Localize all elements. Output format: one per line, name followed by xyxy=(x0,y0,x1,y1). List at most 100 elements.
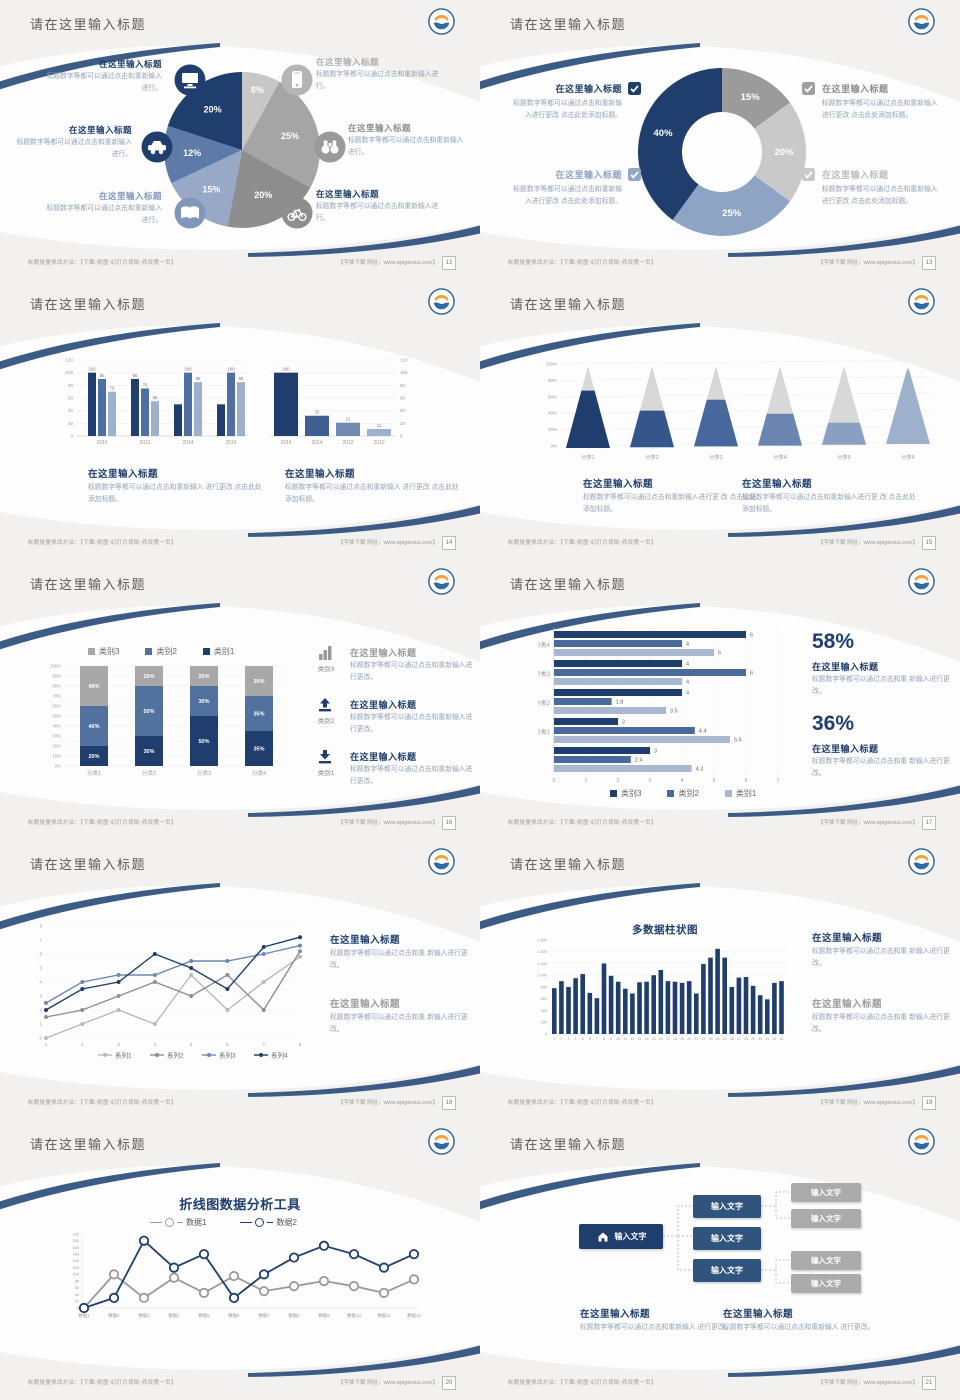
svg-text:100: 100 xyxy=(282,367,290,372)
block-body: 标题数字等都可以通过点击和重新输入进行更改 点击此处添加标题。 xyxy=(513,100,622,120)
block-title: 在这里输入标题 xyxy=(812,744,879,754)
checkbox-icon[interactable] xyxy=(628,82,641,95)
svg-text:20%: 20% xyxy=(204,105,222,115)
footer-note: 标题批量修改方法：【下载-视图-幻灯片母版-修改第一页】 xyxy=(508,820,657,826)
block-body: 标题数字等都可以通过点击和重 新输入进行更改。 xyxy=(812,948,950,968)
svg-text:15%: 15% xyxy=(202,185,220,195)
slide-content: 8% 25% 20% 15% 12% 20% 在这里输入标题 标题数字等都可以通过点击和重新输… xyxy=(0,0,480,280)
page-number: 21 xyxy=(922,1376,936,1390)
svg-text:31: 31 xyxy=(765,1037,769,1041)
slide-content: 0% 20% 40% 60% 80% 100% 分类1 分类2 分类3 分类4 分类5 分类6 在这里输… xyxy=(480,280,960,560)
block-body: 标题数字等都可以通过点击和重新输入进行更 改 点击此处添加标题。 xyxy=(583,494,757,514)
svg-text:5: 5 xyxy=(718,651,721,657)
slide-16-stacked-bars[interactable]: 请在这里输入标题 标题批量修改方法：【下载-视图-幻灯片母版-修改第一页】 【字体下… xyxy=(0,560,480,840)
school-badge-logo-icon xyxy=(428,8,455,35)
slide-14-bar-charts[interactable]: 请在这里输入标题 标题批量修改方法：【下载-视图-幻灯片母版-修改第一页】 【字体下… xyxy=(0,280,480,560)
block-title: 在这里输入标题 xyxy=(742,479,813,490)
slide-19-column-chart[interactable]: 请在这里输入标题 标题批量修改方法：【下载-视图-幻灯片母版-修改第一页】 【字体下… xyxy=(480,840,960,1120)
slide-13-donut-checkboxes[interactable]: 请在这里输入标题 标题批量修改方法：【下载-视图-幻灯片母版-修改第一页】 【字体下… xyxy=(480,0,960,280)
checkbox-icon[interactable] xyxy=(802,82,815,95)
footer-note: 标题批量修改方法：【下载-视图-幻灯片母版-修改第一页】 xyxy=(28,820,177,826)
school-logo xyxy=(908,848,935,875)
slide-20-line-analysis[interactable]: 请在这里输入标题 标题批量修改方法：【下载-视图-幻灯片母版-修改第一页】 【字体下… xyxy=(0,1120,480,1400)
svg-text:600: 600 xyxy=(541,997,547,1001)
slide-content: 0 1 2 3 4 5 6 7 8 1 2 3 4 5 6 7 8 系列1 系列2 系列3 系列4 在这里输入标题 标题数字… xyxy=(0,840,480,1120)
diagram-mid-node[interactable]: 输入文字 xyxy=(693,1259,761,1282)
block-title: 在这里输入标题 xyxy=(330,999,401,1010)
diagram-leaf-node[interactable]: 输入文字 xyxy=(791,1183,861,1202)
upload-icon xyxy=(319,698,331,712)
block-body: 标题数字等都可以通过点击和重新输入进行更改 点击此处添加标题。 xyxy=(513,186,622,206)
svg-text:分类1: 分类1 xyxy=(581,453,594,461)
svg-text:0: 0 xyxy=(77,1306,79,1310)
diagram-leaf-node[interactable]: 输入文字 xyxy=(791,1274,861,1293)
legend-swatch xyxy=(88,648,95,655)
slide-background xyxy=(480,840,960,1120)
svg-text:2016: 2016 xyxy=(280,440,291,446)
svg-text:10: 10 xyxy=(616,1037,620,1041)
slide-21-flow-diagram[interactable]: 请在这里输入标题 标题批量修改方法：【下载-视图-幻灯片母版-修改第一页】 【字体下… xyxy=(480,1120,960,1400)
svg-text:29: 29 xyxy=(751,1037,755,1041)
block-body: 标题数字等都可以通过点击和重新输入 进行更改 点击此处添加标题。 xyxy=(285,484,459,504)
page-number: 12 xyxy=(442,256,456,270)
stacked-bar-chart: 0% 10% 20% 30% 40% 50% 60% 70% 80% 90% 100% 20% 40% 4… xyxy=(50,664,286,777)
svg-text:50%: 50% xyxy=(52,714,61,719)
diagram-mid-node[interactable]: 输入文字 xyxy=(693,1195,761,1218)
svg-text:21: 21 xyxy=(694,1037,698,1041)
legend-swatch xyxy=(667,790,675,797)
svg-text:100%: 100% xyxy=(545,362,557,367)
svg-text:20%: 20% xyxy=(548,427,557,432)
footer-site: 【字体下载 网址：www.pptgenius.com】 xyxy=(338,260,438,266)
svg-text:4: 4 xyxy=(686,691,689,697)
svg-text:20: 20 xyxy=(400,421,406,426)
cone-chart: 0% 20% 40% 60% 80% 100% 分类1 分类2 分类3 分类4 分类5 分类6 xyxy=(545,359,935,461)
diagram-mid-node[interactable]: 输入文字 xyxy=(693,1227,761,1250)
slide-title: 请在这里输入标题 xyxy=(30,1137,147,1152)
checkbox-icon[interactable] xyxy=(628,168,641,181)
block-title: 在这里输入标题 xyxy=(822,170,889,180)
school-badge-logo-icon xyxy=(908,288,935,315)
school-logo xyxy=(428,1128,455,1155)
footer-site: 【字体下载 网址：www.pptgenius.com】 xyxy=(818,820,918,826)
slide-15-cone-chart[interactable]: 请在这里输入标题 标题批量修改方法：【下载-视图-幻灯片母版-修改第一页】 【字体下… xyxy=(480,280,960,560)
school-logo xyxy=(908,1128,935,1155)
chart-legend: 数据1 数据2 xyxy=(150,1217,297,1228)
block-title: 多数据柱状图 xyxy=(632,924,698,936)
svg-text:80: 80 xyxy=(75,1279,79,1283)
svg-text:1,600: 1,600 xyxy=(537,938,547,942)
svg-text:120: 120 xyxy=(65,358,73,363)
svg-text:分类4: 分类4 xyxy=(538,641,551,649)
svg-text:40: 40 xyxy=(75,1293,79,1297)
svg-text:数据2: 数据2 xyxy=(108,1312,120,1319)
block-title: 在这里输入标题 xyxy=(348,123,412,133)
svg-text:2010: 2010 xyxy=(96,440,107,446)
svg-text:26: 26 xyxy=(730,1037,734,1041)
footer-site: 【字体下载 网址：www.pptgenius.com】 xyxy=(818,1100,918,1106)
home-icon xyxy=(598,1232,607,1241)
block-body: 标题数字等都可以通过点击和重新输入进行更改 点击此处添加标题。 xyxy=(822,100,938,120)
slide-17-hbar-stats[interactable]: 请在这里输入标题 标题批量修改方法：【下载-视图-幻灯片母版-修改第一页】 【字体下… xyxy=(480,560,960,840)
diagram-root-node[interactable]: 输入文字 xyxy=(579,1224,663,1249)
footer-note: 标题批量修改方法：【下载-视图-幻灯片母版-修改第一页】 xyxy=(28,260,177,266)
svg-text:40%: 40% xyxy=(88,684,99,690)
diagram-leaf-node[interactable]: 输入文字 xyxy=(791,1209,861,1228)
horizontal-bar-chart: 0 1 2 3 4 5 6 7 6 4 5 分类4 4 6 4 分类3 4 1.8 3.5 分类2 2 4.4 5.5 分类1… xyxy=(538,628,780,784)
svg-text:系列2: 系列2 xyxy=(167,1051,184,1060)
svg-text:1,200: 1,200 xyxy=(537,962,547,966)
block-title: 在这里输入标题 xyxy=(555,170,622,180)
svg-text:2014: 2014 xyxy=(182,440,193,446)
diagram-leaf-node[interactable]: 输入文字 xyxy=(791,1251,861,1270)
slide-12-pie-infographic[interactable]: 请在这里输入标题 标题批量修改方法：【下载-视图-幻灯片母版-修改第一页】 【字体下… xyxy=(0,0,480,280)
footer-site: 【字体下载 网址：www.pptgenius.com】 xyxy=(818,260,918,266)
svg-text:3: 3 xyxy=(117,1042,120,1047)
svg-text:40%: 40% xyxy=(548,411,557,416)
checkbox-icon[interactable] xyxy=(802,168,815,181)
svg-text:4: 4 xyxy=(686,680,689,686)
svg-text:200: 200 xyxy=(541,1021,547,1025)
page-number: 15 xyxy=(922,536,936,550)
slide-title: 请在这里输入标题 xyxy=(510,1137,627,1152)
slide-18-line-chart[interactable]: 请在这里输入标题 标题批量修改方法：【下载-视图-幻灯片母版-修改第一页】 【字体下… xyxy=(0,840,480,1120)
svg-text:数据7: 数据7 xyxy=(258,1312,270,1319)
block-body: 标题数字等都可以通过点击和重新输入进行。 xyxy=(316,71,439,91)
svg-text:分类5: 分类5 xyxy=(837,453,850,461)
